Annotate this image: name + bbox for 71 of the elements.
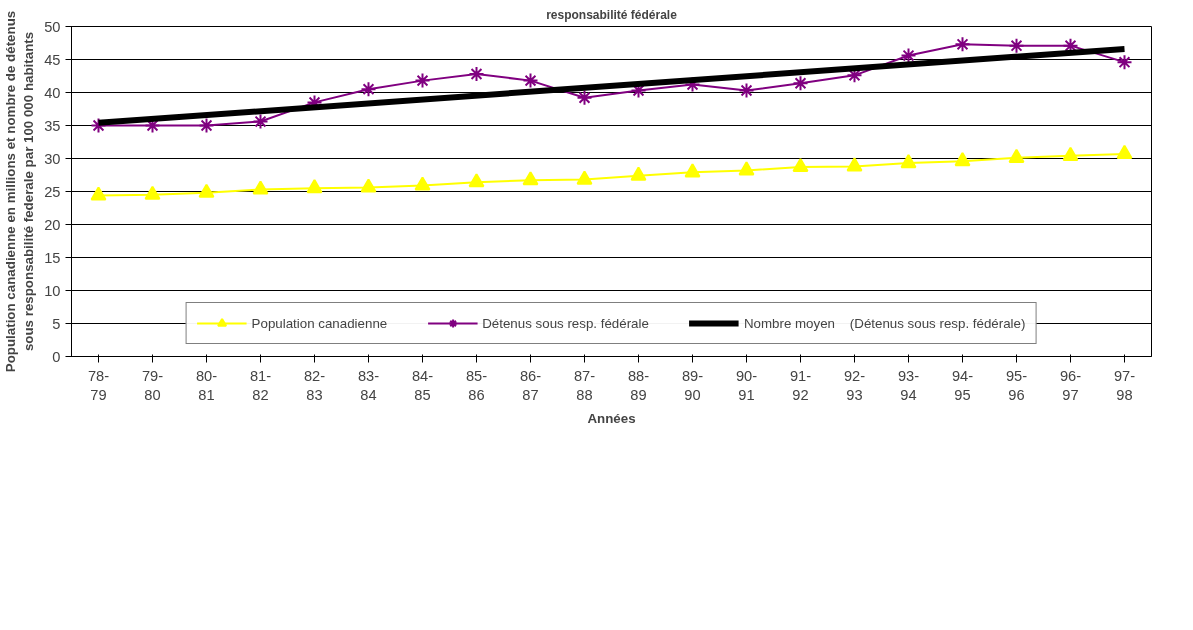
legend-label: Détenus sous resp. fédérale	[482, 315, 649, 331]
point	[360, 81, 377, 98]
point	[1116, 144, 1133, 159]
point	[90, 186, 107, 201]
x-tick-label: 93- 94	[897, 367, 920, 403]
x-tick-label: 78- 79	[87, 367, 110, 403]
x-tick-label: 94- 95	[951, 367, 974, 403]
point	[522, 72, 539, 89]
y-tick-label: 20	[44, 216, 61, 233]
point	[792, 158, 809, 173]
point	[900, 47, 917, 64]
x-tick-label: 97- 98	[1113, 367, 1136, 403]
x-tick-label: 96- 97	[1059, 367, 1082, 403]
point	[252, 113, 269, 130]
point	[90, 117, 107, 134]
y-tick-label: 40	[44, 84, 61, 101]
point	[792, 75, 809, 92]
point	[1062, 146, 1079, 161]
point	[144, 185, 161, 200]
point	[576, 89, 593, 106]
x-tick-label: 79- 80	[141, 367, 164, 403]
point	[414, 176, 431, 191]
y-tick-label: 5	[52, 315, 61, 332]
point	[900, 154, 917, 169]
x-tick-label: 80- 81	[195, 367, 218, 403]
x-tick-label: 92- 93	[843, 367, 866, 403]
x-tick-label: 81- 82	[249, 367, 272, 403]
point	[846, 157, 863, 172]
y-tick-label: 10	[44, 282, 61, 299]
point	[630, 166, 647, 181]
point	[738, 82, 755, 99]
point	[198, 117, 215, 134]
x-tick-label: 83- 84	[357, 367, 380, 403]
y-tick-label: 50	[44, 18, 61, 35]
chart-title: responsabilité fédérale	[546, 7, 678, 22]
point	[1008, 37, 1025, 54]
point	[306, 179, 323, 194]
x-tick-label: 82- 83	[303, 367, 326, 403]
x-tick-label: 85- 86	[465, 367, 488, 403]
point	[414, 72, 431, 89]
point	[468, 173, 485, 188]
point	[576, 170, 593, 185]
x-tick-label: 89- 90	[681, 367, 704, 403]
point	[954, 36, 971, 53]
point	[252, 180, 269, 195]
y-tick-label: 35	[44, 117, 61, 134]
x-tick-label: 87- 88	[573, 367, 596, 403]
point	[1008, 148, 1025, 163]
point	[360, 178, 377, 193]
point	[198, 183, 215, 198]
x-tick-label: 88- 89	[627, 367, 650, 403]
x-tick-label: 95- 96	[1005, 367, 1028, 403]
y-tick-label: 15	[44, 249, 61, 266]
y-tick-label: 30	[44, 150, 61, 167]
x-tick-label: 84- 85	[411, 367, 434, 403]
y-axis-title: Population canadienne en millions et nombre de détenus sous responsabilité federale par 100 000 habitants	[3, 10, 37, 373]
y-tick-label: 45	[44, 51, 61, 68]
y-tick-label: 0	[52, 348, 61, 365]
point	[738, 161, 755, 176]
point	[954, 152, 971, 167]
legend-label: Nombre moyen (Détenus sous resp. fédérale)	[743, 315, 1026, 331]
point	[684, 163, 701, 178]
x-tick-label: 91- 92	[789, 367, 812, 403]
y-tick-label: 25	[44, 183, 61, 200]
point	[522, 171, 539, 186]
legend-label: Population canadienne	[251, 315, 388, 331]
x-axis-title: Années	[587, 410, 636, 426]
point	[468, 66, 485, 83]
x-tick-label: 90- 91	[735, 367, 758, 403]
x-tick-label: 86- 87	[519, 367, 542, 403]
point	[1116, 54, 1133, 71]
